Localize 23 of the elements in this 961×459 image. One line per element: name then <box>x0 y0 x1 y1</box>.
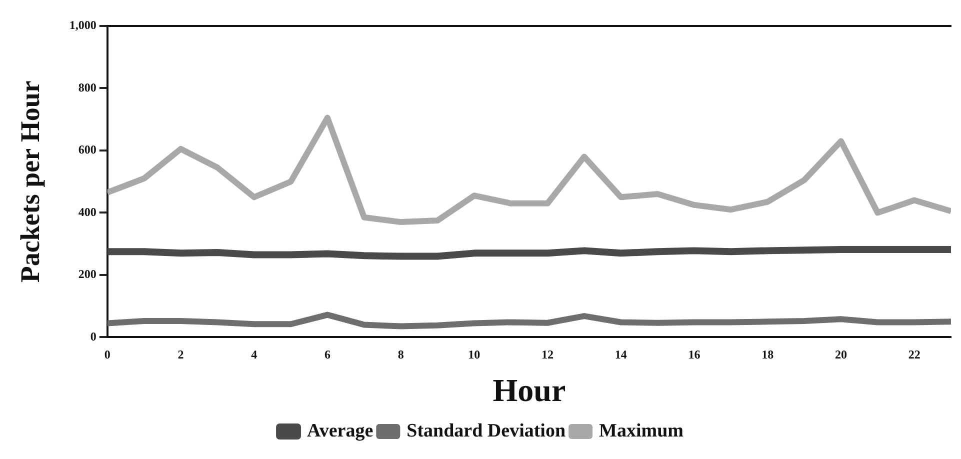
x-tick-label: 8 <box>398 347 404 362</box>
x-tick-label: 12 <box>542 347 554 362</box>
x-tick-label: 20 <box>834 347 847 362</box>
legend-label: Standard Deviation <box>406 420 566 442</box>
x-tick-label: 6 <box>324 347 330 362</box>
x-tick-label: 4 <box>251 347 258 362</box>
x-tick-label: 22 <box>908 347 920 362</box>
y-tick-label: 200 <box>78 267 96 282</box>
y-tick-label: 0 <box>90 329 96 344</box>
y-tick-label: 600 <box>78 142 96 157</box>
x-tick-label: 0 <box>104 347 110 362</box>
y-tick-label: 800 <box>78 80 96 94</box>
x-tick-label: 10 <box>468 347 480 362</box>
y-tick-label: 400 <box>78 204 96 219</box>
x-tick-label: 16 <box>688 347 700 362</box>
y-axis-title: Packets per Hour <box>15 80 46 283</box>
y-tick-label: 1,000 <box>69 18 96 32</box>
legend-label: Average <box>307 420 374 442</box>
x-tick-label: 2 <box>178 347 184 362</box>
x-tick-label: 18 <box>762 347 774 362</box>
x-axis-title: Hour <box>492 372 566 408</box>
legend-label: Maximum <box>599 420 684 442</box>
x-tick-label: 14 <box>614 347 627 362</box>
